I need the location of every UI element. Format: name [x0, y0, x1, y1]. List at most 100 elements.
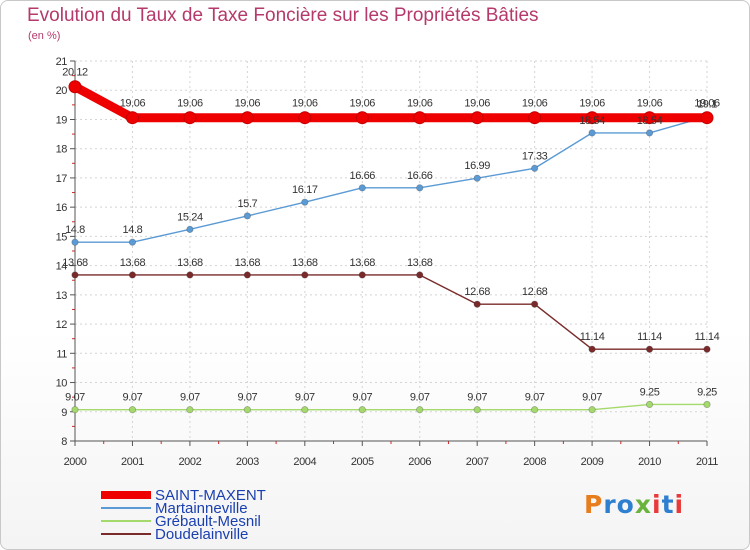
series-line-Grébault-Mesnil	[74, 403, 708, 411]
data-label: 18.54	[637, 115, 663, 127]
y-tick-label: 8	[61, 436, 67, 448]
data-point	[473, 406, 481, 414]
data-point	[645, 129, 654, 137]
x-tick-label: 2004	[293, 456, 316, 468]
data-point	[700, 111, 714, 125]
proxiti-logo: Proxiti	[584, 490, 684, 519]
data-point	[183, 111, 197, 125]
data-label: 13.68	[120, 257, 146, 269]
data-point	[355, 111, 369, 125]
data-label: 11.14	[695, 331, 720, 343]
data-point	[588, 406, 596, 414]
data-label: 13.68	[62, 257, 88, 269]
data-label: 19.06	[464, 98, 490, 110]
legend-label: Doudelainville	[155, 526, 248, 543]
data-label: 14.8	[123, 224, 143, 236]
data-point	[416, 184, 424, 192]
data-point	[186, 406, 194, 414]
data-point	[243, 406, 251, 414]
logo-letter: i	[674, 490, 685, 519]
data-label: 18.54	[579, 115, 605, 127]
data-point	[531, 164, 539, 172]
data-point	[416, 271, 424, 279]
axes: 8 9 10 11 12 13 14 15 16 17 18 19 20 21 2000 2001 2002 20…	[56, 56, 719, 468]
data-label: 13.68	[292, 257, 318, 269]
data-label: 11.14	[637, 331, 662, 343]
data-label: 14.8	[65, 224, 85, 236]
y-tick-label: 13	[56, 290, 68, 302]
data-point	[186, 225, 194, 233]
data-point	[588, 345, 596, 353]
series-line-Martainneville	[74, 115, 708, 243]
data-label: 19.06	[350, 98, 376, 110]
data-label: 11.14	[580, 331, 605, 343]
data-label: 16.66	[407, 170, 433, 182]
data-point	[470, 111, 484, 125]
legend-label: Martainneville	[155, 500, 248, 517]
data-label: 13.68	[177, 257, 203, 269]
x-tick-label: 2000	[64, 456, 87, 468]
data-point	[358, 271, 366, 279]
data-point	[531, 300, 539, 308]
legend-label: SAINT-MAXENT	[155, 487, 266, 504]
data-point	[413, 111, 427, 125]
data-label: 15.7	[237, 198, 257, 210]
data-label: 9.07	[180, 392, 200, 404]
data-label: 9.25	[697, 386, 717, 398]
chart-subtitle: (en %)	[28, 30, 61, 42]
data-label: 19.06	[407, 98, 433, 110]
data-label: 16.99	[464, 160, 490, 172]
data-label: 19.06	[522, 98, 548, 110]
x-tick-label: 2009	[581, 456, 604, 468]
series-layer	[68, 80, 714, 414]
data-point	[68, 80, 82, 94]
data-point	[645, 400, 654, 409]
data-point	[358, 406, 366, 414]
data-label: 9.25	[640, 386, 660, 398]
data-label: 20.12	[62, 67, 88, 79]
data-label: 12.68	[522, 286, 548, 298]
data-point	[703, 400, 711, 409]
data-label: 13.68	[235, 257, 261, 269]
logo-letter: i	[652, 490, 662, 519]
data-point	[186, 271, 194, 279]
y-tick-label: 21	[56, 56, 68, 68]
data-point	[71, 406, 79, 414]
data-label: 13.68	[407, 257, 433, 269]
logo-letter: x	[634, 490, 652, 519]
data-point	[128, 238, 137, 246]
series-line-SAINT-MAXENT	[70, 82, 712, 123]
data-point	[528, 111, 542, 125]
data-point	[298, 111, 312, 125]
data-point	[125, 111, 139, 125]
data-point	[240, 111, 254, 125]
data-label: 16.66	[350, 170, 376, 182]
data-point	[301, 406, 309, 414]
series-line-Doudelainville	[74, 274, 708, 350]
data-point	[645, 345, 654, 353]
y-tick-label: 18	[56, 144, 68, 156]
data-label: 19.06	[120, 98, 146, 110]
data-label: 9.07	[237, 392, 257, 404]
chart-title: Evolution du Taux de Taxe Foncière sur l…	[27, 5, 539, 26]
y-tick-label: 11	[56, 348, 67, 360]
logo-letter: P	[584, 490, 604, 519]
data-point	[243, 271, 251, 279]
data-point	[358, 184, 366, 192]
data-label: 19.06	[177, 98, 203, 110]
data-label: 9.07	[467, 392, 487, 404]
y-tick-label: 10	[56, 378, 68, 390]
data-label: 9.07	[582, 392, 602, 404]
data-label: 9.07	[525, 392, 545, 404]
data-label: 16.17	[292, 184, 318, 196]
x-tick-label: 2011	[696, 456, 718, 468]
data-point	[128, 406, 137, 414]
x-tick-label: 2006	[408, 456, 431, 468]
data-label: 9.07	[65, 392, 85, 404]
data-point	[531, 406, 539, 414]
x-tick-label: 2003	[236, 456, 259, 468]
data-point	[416, 406, 424, 414]
data-label: 19.06	[235, 98, 261, 110]
